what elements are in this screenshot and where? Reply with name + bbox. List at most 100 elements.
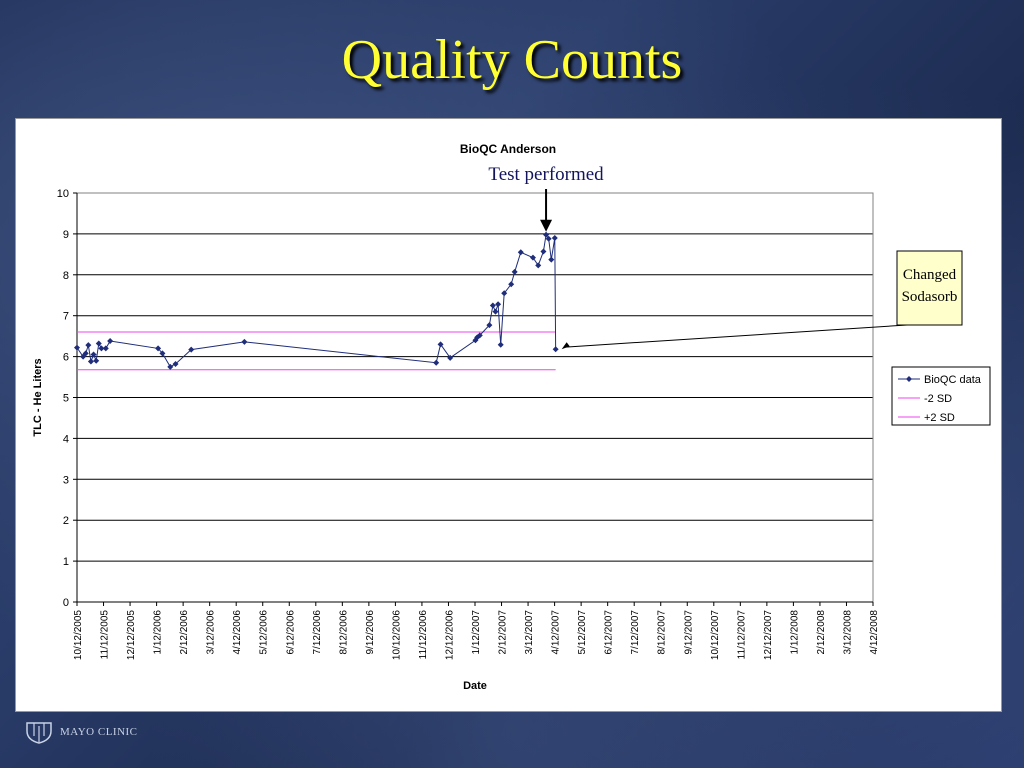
x-tick-label: 8/12/2007 (657, 610, 668, 655)
y-tick-label: 5 (63, 393, 69, 405)
data-point (472, 337, 479, 344)
sd-lines (77, 331, 556, 371)
callout-text: Changed (903, 267, 957, 283)
x-tick-label: 9/12/2006 (365, 610, 376, 655)
mayo-clinic-logo: MAYO CLINIC (24, 720, 138, 744)
y-tick-label: 9 (63, 229, 69, 241)
legend-marker (906, 376, 912, 382)
x-tick-label: 7/12/2006 (312, 610, 323, 655)
x-tick-label: 1/12/2006 (153, 610, 164, 655)
x-tick-label: 9/12/2007 (683, 610, 694, 655)
data-point (543, 231, 550, 238)
x-axis-label: Date (463, 680, 487, 692)
data-point (517, 249, 524, 256)
legend: BioQC data -2 SD +2 SD (891, 366, 991, 426)
bioqc-line (76, 233, 557, 368)
x-tick-label: 4/12/2006 (232, 610, 243, 655)
x-axis: 10/12/2005 11/12/2005 12/12/2005 1/12/2006 2… (73, 601, 880, 660)
x-tick-label: 5/12/2007 (577, 610, 588, 655)
x-tick-label: 12/12/2006 (444, 610, 455, 660)
data-point (501, 290, 508, 297)
data-point (102, 345, 109, 352)
data-point (552, 346, 559, 353)
data-point (529, 254, 536, 261)
x-tick-label: 11/12/2005 (100, 610, 111, 660)
data-point (87, 358, 94, 365)
data-point (551, 234, 558, 241)
x-tick-label: 3/12/2007 (524, 610, 535, 655)
x-tick-label: 11/12/2006 (418, 610, 429, 660)
x-tick-label: 5/12/2006 (259, 610, 270, 655)
y-tick-label: 4 (63, 433, 69, 445)
data-point (433, 359, 440, 366)
x-tick-label: 11/12/2007 (736, 610, 747, 660)
data-point (95, 340, 102, 347)
data-point (511, 268, 518, 275)
data-point (93, 357, 100, 364)
test-performed-label: Test performed (488, 164, 604, 185)
callout-box (896, 250, 963, 326)
gridlines (76, 192, 874, 603)
y-tick-label: 1 (63, 556, 69, 568)
y-axis: 0 1 2 3 4 5 6 7 8 9 10 (57, 188, 78, 609)
data-point (447, 354, 454, 361)
logo-text: MAYO CLINIC (60, 726, 138, 738)
x-tick-label: 4/12/2007 (551, 610, 562, 655)
data-point (437, 341, 444, 348)
y-tick-label: 2 (63, 515, 69, 527)
data-point (548, 256, 555, 263)
data-point (476, 332, 483, 339)
legend-label: -2 SD (924, 393, 952, 405)
data-point (172, 360, 179, 367)
x-tick-label: 2/12/2006 (179, 610, 190, 655)
x-tick-label: 6/12/2007 (604, 610, 615, 655)
callout-leader (563, 324, 908, 348)
y-tick-label: 0 (63, 597, 69, 609)
data-point (489, 302, 496, 309)
chart-panel: BioQC Anderson 0 1 2 3 4 5 6 7 8 9 10 10/12/2005 11… (15, 118, 1002, 712)
data-point (188, 346, 195, 353)
data-point (74, 344, 80, 351)
data-point (85, 342, 92, 349)
y-tick-label: 6 (63, 352, 69, 364)
data-point (535, 262, 542, 269)
data-point (241, 338, 248, 345)
callout-arrowhead (561, 342, 570, 350)
y-tick-label: 3 (63, 474, 69, 486)
x-tick-label: 4/12/2008 (869, 610, 880, 655)
data-point (90, 351, 97, 358)
x-tick-label: 10/12/2005 (73, 610, 84, 660)
data-point (545, 235, 552, 242)
slide-title: Quality Counts (341, 29, 683, 91)
data-point (495, 301, 502, 308)
y-tick-label: 10 (57, 188, 69, 200)
x-tick-label: 2/12/2008 (816, 610, 827, 655)
y-tick-label: 8 (63, 270, 69, 282)
x-tick-label: 1/12/2007 (471, 610, 482, 655)
x-tick-label: 3/12/2008 (842, 610, 853, 655)
data-point (497, 341, 504, 348)
x-tick-label: 7/12/2007 (630, 610, 641, 655)
y-tick-label: 7 (63, 311, 69, 323)
data-point (98, 345, 105, 352)
legend-box (891, 366, 991, 426)
shield-icon (26, 722, 52, 744)
y-axis-label: TLC - He Liters (32, 358, 44, 436)
x-tick-label: 3/12/2006 (206, 610, 217, 655)
x-tick-label: 8/12/2006 (338, 610, 349, 655)
data-point (540, 248, 547, 255)
x-tick-label: 6/12/2006 (285, 610, 296, 655)
data-point (159, 350, 166, 357)
x-tick-label: 10/12/2006 (391, 610, 402, 660)
data-point (492, 308, 499, 315)
data-point (155, 345, 162, 352)
annotations: Test performed Changed Sodasorb (488, 164, 963, 350)
chart-title: BioQC Anderson (460, 142, 556, 156)
callout-text: Sodasorb (902, 289, 958, 305)
x-tick-label: 12/12/2007 (763, 610, 774, 660)
x-tick-label: 12/12/2005 (126, 610, 137, 660)
bioqc-chart: BioQC Anderson 0 1 2 3 4 5 6 7 8 9 10 10/12/2005 11… (32, 142, 991, 692)
data-point (167, 363, 174, 370)
data-point (508, 281, 515, 288)
data-point (486, 322, 493, 329)
